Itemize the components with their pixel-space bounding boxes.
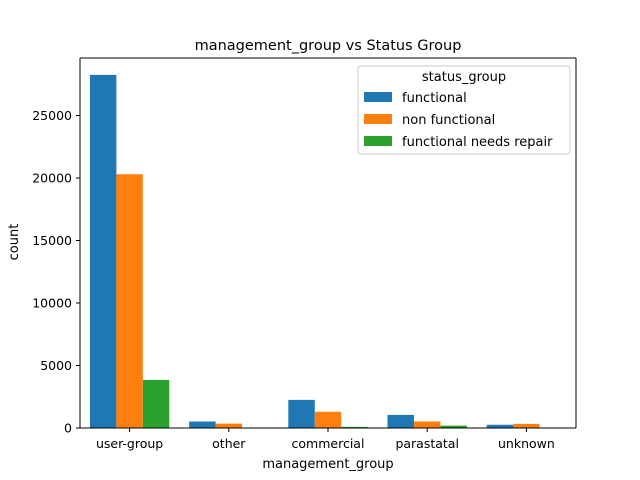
bars bbox=[89, 74, 540, 429]
bar-other-functional bbox=[189, 421, 216, 428]
x-tick-label: parastatal bbox=[395, 436, 459, 451]
bar-unknown-functional bbox=[486, 424, 514, 428]
x-tick-label: unknown bbox=[498, 436, 555, 451]
x-tick-label: other bbox=[212, 436, 246, 451]
bar-unknown-non-functional bbox=[513, 423, 540, 429]
bar-commercial-non-functional bbox=[314, 411, 342, 428]
legend-swatch bbox=[364, 136, 392, 146]
bar-parastatal-functional bbox=[387, 414, 414, 429]
x-tick-label: commercial bbox=[292, 436, 365, 451]
y-axis-label: count bbox=[7, 224, 22, 261]
legend-label: functional needs repair bbox=[402, 135, 553, 150]
legend-items: functional non functional functional needs… bbox=[364, 91, 553, 150]
y-tick-label: 0 bbox=[64, 421, 72, 436]
bar-user-group-functional-needs-repair bbox=[142, 379, 170, 429]
legend-label: non functional bbox=[402, 113, 495, 128]
y-tick-label: 20000 bbox=[32, 171, 72, 186]
bar-user-group-non-functional bbox=[116, 174, 143, 428]
axes: 0 5000 10000 15000 20000 25000 user-group other… bbox=[32, 57, 577, 451]
bar-commercial-functional-needs-repair bbox=[341, 426, 368, 429]
y-tick-label: 25000 bbox=[32, 108, 72, 123]
bar-other-non-functional bbox=[215, 423, 243, 429]
bar-user-group-functional bbox=[89, 74, 117, 429]
y-tick-label: 10000 bbox=[32, 296, 72, 311]
chart-title: management_group vs Status Group bbox=[195, 38, 462, 54]
bar-commercial-functional bbox=[288, 399, 315, 429]
y-tick-label: 5000 bbox=[40, 358, 72, 373]
bar-parastatal-functional-needs-repair bbox=[440, 425, 467, 429]
bar-parastatal-non-functional bbox=[413, 421, 441, 428]
legend-title: status_group bbox=[422, 70, 506, 85]
legend-frame bbox=[357, 65, 571, 155]
legend-label: functional bbox=[402, 91, 467, 106]
legend-swatch bbox=[364, 114, 392, 124]
y-tick-label: 15000 bbox=[32, 233, 72, 248]
x-tick-label: user-group bbox=[96, 436, 163, 451]
legend-swatch bbox=[364, 92, 392, 102]
x-axis-label: management_group bbox=[262, 457, 393, 472]
